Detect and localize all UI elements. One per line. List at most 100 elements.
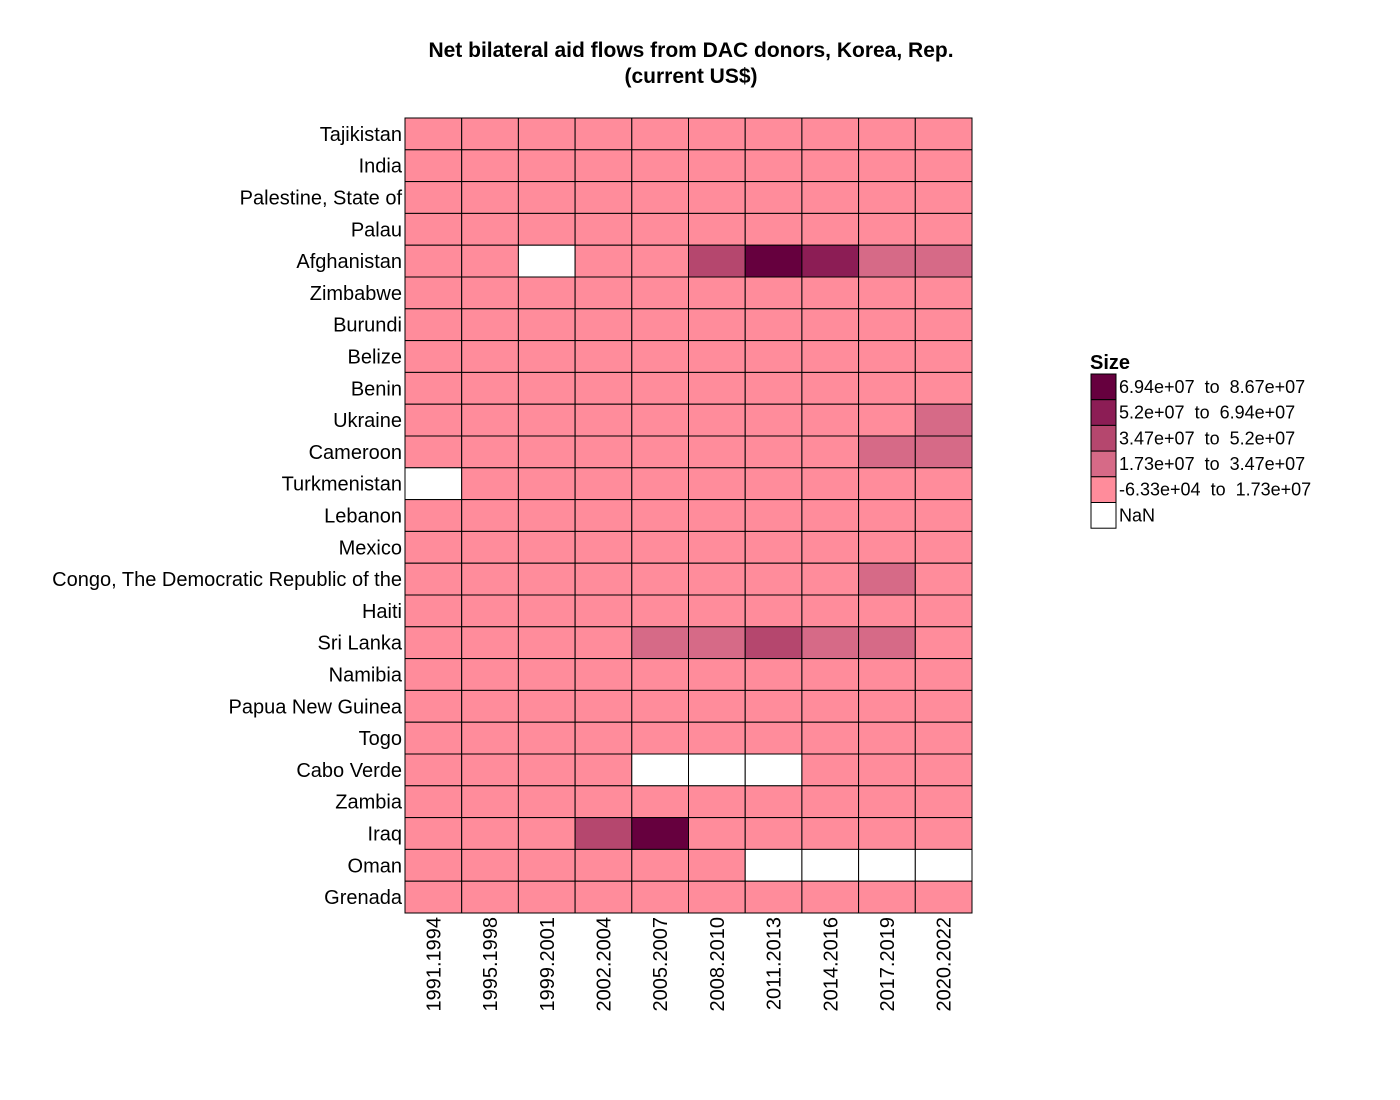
heatmap-cell [404,499,463,532]
heatmap-cell [801,244,860,278]
row-label: Iraq [368,824,402,846]
heatmap-cell [404,594,463,628]
heatmap-cell [688,530,746,564]
column-label: 1991.1994 [423,917,445,1012]
heatmap-cell [744,467,803,501]
heatmap-cell [858,753,916,787]
heatmap-cell [461,689,519,723]
heatmap-cell [744,340,803,373]
row-label: Afghanistan [296,251,402,273]
heatmap-cell [404,530,463,564]
heatmap-cell [914,562,973,596]
heatmap-cell [858,689,916,723]
heatmap-cell [404,785,463,819]
heatmap-cell [404,848,463,882]
heatmap-cell [688,371,746,405]
column-label: 2002.2004 [593,917,615,1012]
heatmap-cell [461,371,519,405]
row-label: Palestine, State of [240,188,403,210]
heatmap-cell [744,753,803,787]
heatmap-cell [688,181,746,214]
heatmap-cell [631,721,689,755]
heatmap-cell [801,435,860,469]
heatmap-cell [858,435,916,469]
heatmap-cell [914,308,973,342]
heatmap-cell [631,308,689,342]
heatmap-cell [517,721,576,755]
heatmap-cell [744,562,803,596]
heatmap-cell [801,403,860,437]
heatmap-cell [744,212,803,246]
heatmap-cell [858,212,916,246]
heatmap-cell [631,340,689,373]
heatmap-cell [858,721,916,755]
heatmap-cell [574,594,633,628]
heatmap-cell [914,244,973,278]
heatmap-cell [801,785,860,819]
heatmap-cell [461,530,519,564]
heatmap-cell [631,689,689,723]
heatmap-cell [801,689,860,723]
column-labels: 1991.1994 1995.1998 1999.2001 2002.2004 2005… [423,917,955,1012]
heatmap-cell [404,371,463,405]
heatmap-cell [744,117,803,151]
heatmap-cell [914,817,973,850]
row-label: Zimbabwe [310,283,402,305]
heatmap-cell [517,626,576,660]
row-label: Grenada [324,887,403,909]
legend-title: Size [1090,352,1130,374]
heatmap-cell [688,435,746,469]
heatmap-cell [688,785,746,819]
heatmap-cell [688,403,746,437]
heatmap-cell [517,658,576,691]
heatmap-cell [404,244,463,278]
heatmap-cell [744,276,803,310]
heatmap-cell [858,499,916,532]
chart-title-line-2: (current US$) [624,65,757,88]
heatmap-cell [631,658,689,691]
legend-label: 1.73e+07 to 3.47e+07 [1119,454,1305,474]
heatmap-cell [744,721,803,755]
heatmap-cell [688,276,746,310]
legend-swatch [1090,373,1117,401]
row-label: Ukraine [333,410,402,432]
heatmap-cell [688,753,746,787]
heatmap-cell [574,276,633,310]
heatmap-cell [631,880,689,914]
heatmap-cell [517,276,576,310]
heatmap-cell [404,276,463,310]
heatmap-cell [631,403,689,437]
heatmap-cell [517,435,576,469]
heatmap-cell [461,817,519,850]
heatmap-cell [858,308,916,342]
heatmap-cell [801,117,860,151]
row-label: Namibia [329,665,403,687]
heatmap-cell [461,435,519,469]
row-label: Cameroon [309,442,402,464]
chart-title: Net bilateral aid flows from DAC donors,… [428,39,953,88]
heatmap-cell [574,467,633,501]
heatmap-cell [688,880,746,914]
heatmap-cell [574,658,633,691]
heatmap-cell [461,562,519,596]
row-label: Cabo Verde [296,760,402,782]
heatmap-cell [461,244,519,278]
heatmap-cell [517,149,576,183]
heatmap-cell [574,181,633,214]
heatmap-cell [461,880,519,914]
heatmap-cell [858,848,916,882]
heatmap-cell [404,212,463,246]
heatmap-cell [914,594,973,628]
heatmap-cell [688,117,746,151]
heatmap-cell [631,594,689,628]
heatmap-cell [461,467,519,501]
heatmap-cell [914,689,973,723]
heatmap-cell [404,467,463,501]
heatmap-cell [801,340,860,373]
heatmap-cell [744,594,803,628]
heatmap-cell [574,562,633,596]
heatmap-cell [404,880,463,914]
heatmap-cell [744,371,803,405]
heatmap-cell [914,848,973,882]
